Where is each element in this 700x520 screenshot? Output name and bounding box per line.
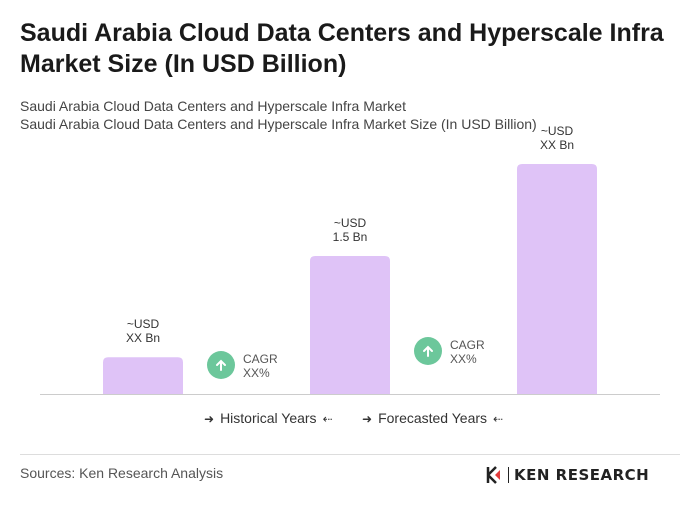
bar-value-label: XX Bn	[540, 138, 574, 152]
bar-value-label: XX Bn	[126, 331, 160, 345]
cagr-label: CAGR	[243, 352, 278, 366]
ken-research-k-icon	[486, 466, 500, 484]
arrow-left-icon: ⇠	[493, 412, 504, 426]
arrow-right-icon: ➜	[362, 412, 373, 426]
cagr-value: XX%	[450, 352, 477, 366]
chart-title: Saudi Arabia Cloud Data Centers and Hype…	[20, 19, 664, 78]
arrow-up-icon	[216, 359, 226, 371]
legend-forecasted-label: Forecasted Years	[378, 410, 488, 426]
legend-historical-label: Historical Years	[220, 410, 317, 426]
legend-historical: ➜ Historical Years ⇠	[198, 410, 339, 426]
bar-value-label: ~USD	[127, 317, 160, 331]
chart-subtitle-secondary: Saudi Arabia Cloud Data Centers and Hype…	[20, 116, 537, 132]
legend-forecasted: ➜ Forecasted Years ⇠	[356, 410, 509, 426]
source-note: Sources: Ken Research Analysis	[20, 465, 224, 481]
ken-research-logo: KEN RESEARCH	[486, 464, 649, 486]
chart-subtitle: Saudi Arabia Cloud Data Centers and Hype…	[20, 98, 406, 114]
arrow-up-icon	[423, 345, 433, 357]
bar	[517, 164, 597, 394]
bar-value-label: ~USD	[334, 216, 367, 230]
bar-value-label: ~USD	[541, 124, 574, 138]
bar	[103, 357, 183, 394]
bar-value-label: 1.5 Bn	[333, 230, 368, 244]
brand-separator	[508, 467, 509, 483]
footer-divider	[20, 454, 680, 455]
brand-name: KEN RESEARCH	[514, 466, 650, 484]
cagr-label: CAGR	[450, 338, 485, 352]
arrow-right-icon: ➜	[204, 412, 215, 426]
bar	[310, 256, 390, 394]
cagr-value: XX%	[243, 366, 270, 380]
arrow-left-icon: ⇠	[322, 412, 333, 426]
